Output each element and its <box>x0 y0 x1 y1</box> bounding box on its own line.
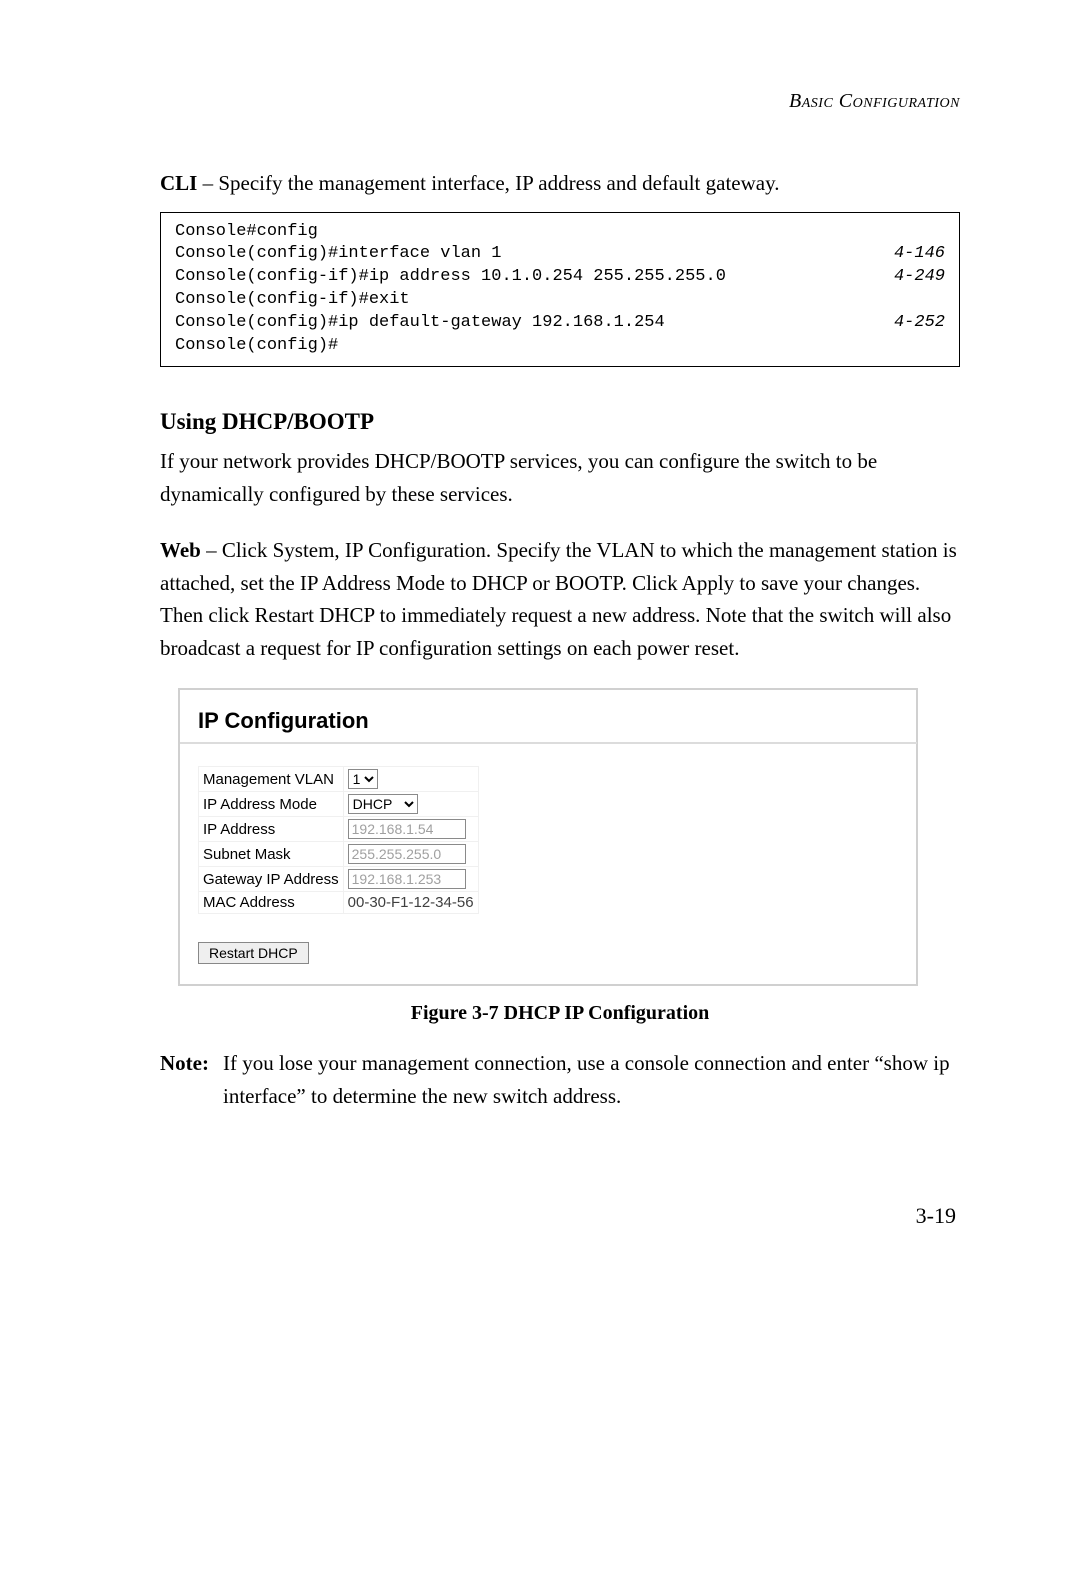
field-label: IP Address Mode <box>199 792 344 817</box>
table-row: IP Address Mode DHCP <box>199 792 479 817</box>
subnet-mask-input[interactable] <box>348 844 466 864</box>
field-label: MAC Address <box>199 892 344 914</box>
ip-address-input[interactable] <box>348 819 466 839</box>
section-heading: Using DHCP/BOOTP <box>160 409 960 435</box>
field-label: Gateway IP Address <box>199 867 344 892</box>
cli-line-ref: 4-146 <box>894 243 945 266</box>
cli-line: Console#config <box>175 221 945 244</box>
table-row: Gateway IP Address <box>199 867 479 892</box>
cli-line-text: Console(config)# <box>175 335 338 358</box>
field-value-cell <box>343 842 478 867</box>
table-row: Subnet Mask <box>199 842 479 867</box>
paragraph: Web – Click System, IP Configuration. Sp… <box>160 534 960 664</box>
cli-intro-rest: – Specify the management interface, IP a… <box>197 171 779 195</box>
cli-line-text: Console(config)#ip default-gateway 192.1… <box>175 312 665 335</box>
note-block: Note: If you lose your management connec… <box>160 1047 960 1112</box>
cli-line: Console(config)# <box>175 335 945 358</box>
cli-line: Console(config)#ip default-gateway 192.1… <box>175 312 945 335</box>
cli-line-text: Console#config <box>175 221 318 244</box>
cli-line: Console(config-if)#ip address 10.1.0.254… <box>175 266 945 289</box>
note-text: If you lose your management connection, … <box>223 1047 960 1112</box>
cli-intro-bold: CLI <box>160 171 197 195</box>
field-value-cell: 00-30-F1-12-34-56 <box>343 892 478 914</box>
cli-line-text: Console(config-if)#ip address 10.1.0.254… <box>175 266 726 289</box>
note-label: Note: <box>160 1047 209 1112</box>
page-number: 3-19 <box>160 1203 960 1229</box>
table-row: IP Address <box>199 817 479 842</box>
cli-line-ref: 4-252 <box>894 312 945 335</box>
field-value-cell <box>343 817 478 842</box>
field-label: Management VLAN <box>199 767 344 792</box>
web-bold: Web <box>160 538 201 562</box>
field-label: IP Address <box>199 817 344 842</box>
cli-line-text: Console(config)#interface vlan 1 <box>175 243 501 266</box>
field-value-cell <box>343 867 478 892</box>
table-row: MAC Address 00-30-F1-12-34-56 <box>199 892 479 914</box>
cli-code-block: Console#configConsole(config)#interface … <box>160 212 960 368</box>
web-rest: – Click System, IP Configuration. Specif… <box>160 538 957 660</box>
panel-title: IP Configuration <box>198 708 916 734</box>
table-row: Management VLAN 1 <box>199 767 479 792</box>
cli-line: Console(config-if)#exit <box>175 289 945 312</box>
ip-config-table: Management VLAN 1 IP Address Mode DHCP I… <box>198 766 479 914</box>
restart-dhcp-button[interactable]: Restart DHCP <box>198 942 309 964</box>
page-header: Basic Configuration <box>160 90 960 113</box>
field-value-cell: DHCP <box>343 792 478 817</box>
document-page: Basic Configuration CLI – Specify the ma… <box>0 0 1080 1289</box>
field-label: Subnet Mask <box>199 842 344 867</box>
cli-line: Console(config)#interface vlan 1 4-146 <box>175 243 945 266</box>
ip-mode-select[interactable]: DHCP <box>348 794 418 814</box>
paragraph: If your network provides DHCP/BOOTP serv… <box>160 445 960 510</box>
panel-divider <box>180 742 917 744</box>
gateway-input[interactable] <box>348 869 466 889</box>
management-vlan-select[interactable]: 1 <box>348 769 378 789</box>
field-value-cell: 1 <box>343 767 478 792</box>
ip-config-panel: IP Configuration Management VLAN 1 IP Ad… <box>178 688 918 986</box>
mac-address-value: 00-30-F1-12-34-56 <box>348 894 474 911</box>
cli-line-text: Console(config-if)#exit <box>175 289 410 312</box>
cli-intro: CLI – Specify the management interface, … <box>160 168 960 200</box>
figure-caption: Figure 3-7 DHCP IP Configuration <box>160 1002 960 1025</box>
cli-line-ref: 4-249 <box>894 266 945 289</box>
